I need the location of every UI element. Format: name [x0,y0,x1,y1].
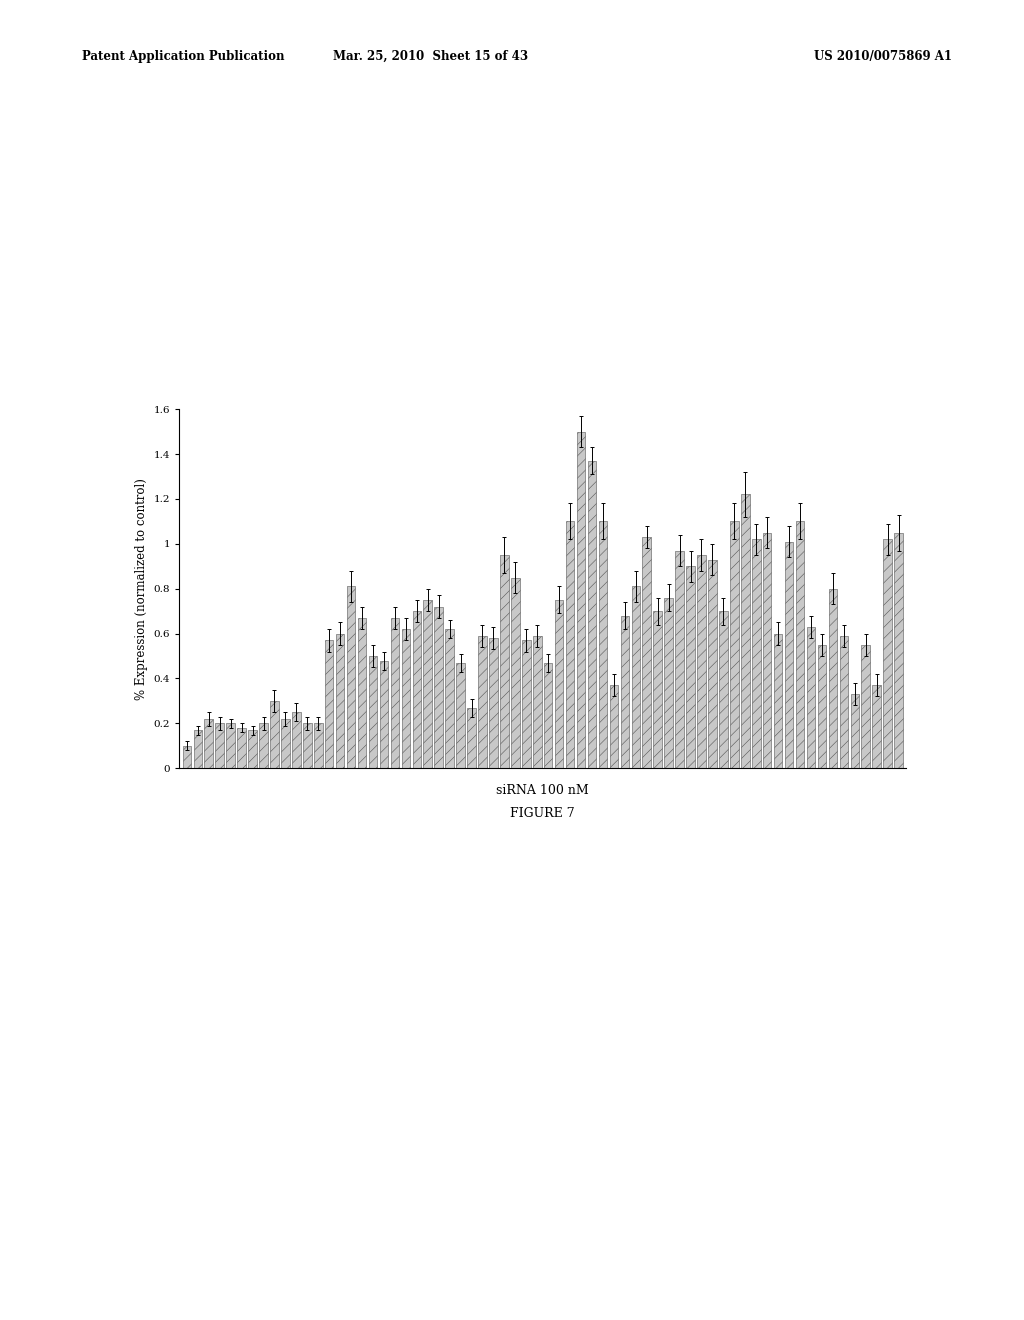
Bar [894,532,903,768]
Bar [719,611,728,768]
Bar [380,660,388,768]
Bar [686,566,695,768]
Bar [577,432,586,768]
Bar [467,708,476,768]
Bar [424,599,432,768]
Bar [457,663,465,768]
Bar [434,607,443,768]
Bar [665,598,673,768]
Bar [390,618,399,768]
Bar [314,723,323,768]
Bar [675,550,684,768]
Bar [478,636,486,768]
Bar [697,556,706,768]
Text: FIGURE 7: FIGURE 7 [510,807,575,820]
Bar [588,461,596,768]
Bar [369,656,377,768]
Bar [566,521,574,768]
Bar [215,723,224,768]
Bar [259,723,268,768]
Bar [730,521,738,768]
Bar [796,521,804,768]
Text: Patent Application Publication: Patent Application Publication [82,50,285,63]
Bar [861,645,870,768]
Bar [445,630,454,768]
Bar [522,640,530,768]
Bar [347,586,355,768]
Bar [784,541,794,768]
Bar [555,599,563,768]
Bar [182,746,191,768]
Bar [840,636,848,768]
Bar [500,556,509,768]
Bar [325,640,334,768]
Bar [357,618,367,768]
Bar [851,694,859,768]
Bar [413,611,421,768]
Bar [817,645,826,768]
Bar [303,723,311,768]
Bar [653,611,662,768]
Bar [401,630,411,768]
Bar [774,634,782,768]
Bar [238,727,246,768]
Bar [282,719,290,768]
Bar [752,540,761,768]
Bar [226,723,234,768]
Text: siRNA 100 nM: siRNA 100 nM [497,784,589,797]
Bar [205,719,213,768]
Bar [609,685,618,768]
Bar [489,638,498,768]
Bar [248,730,257,768]
Bar [872,685,881,768]
Bar [292,713,301,768]
Bar [709,560,717,768]
Bar [741,495,750,768]
Bar [621,615,629,768]
Bar [763,532,771,768]
Bar [270,701,279,768]
Bar [544,663,553,768]
Bar [632,586,640,768]
Bar [336,634,344,768]
Bar [828,589,838,768]
Bar [807,627,815,768]
Bar [599,521,607,768]
Text: Mar. 25, 2010  Sheet 15 of 43: Mar. 25, 2010 Sheet 15 of 43 [333,50,527,63]
Bar [642,537,651,768]
Bar [194,730,202,768]
Text: US 2010/0075869 A1: US 2010/0075869 A1 [814,50,952,63]
Bar [511,578,519,768]
Y-axis label: % Expression (normalized to control): % Expression (normalized to control) [135,478,148,700]
Bar [532,636,542,768]
Bar [884,540,892,768]
